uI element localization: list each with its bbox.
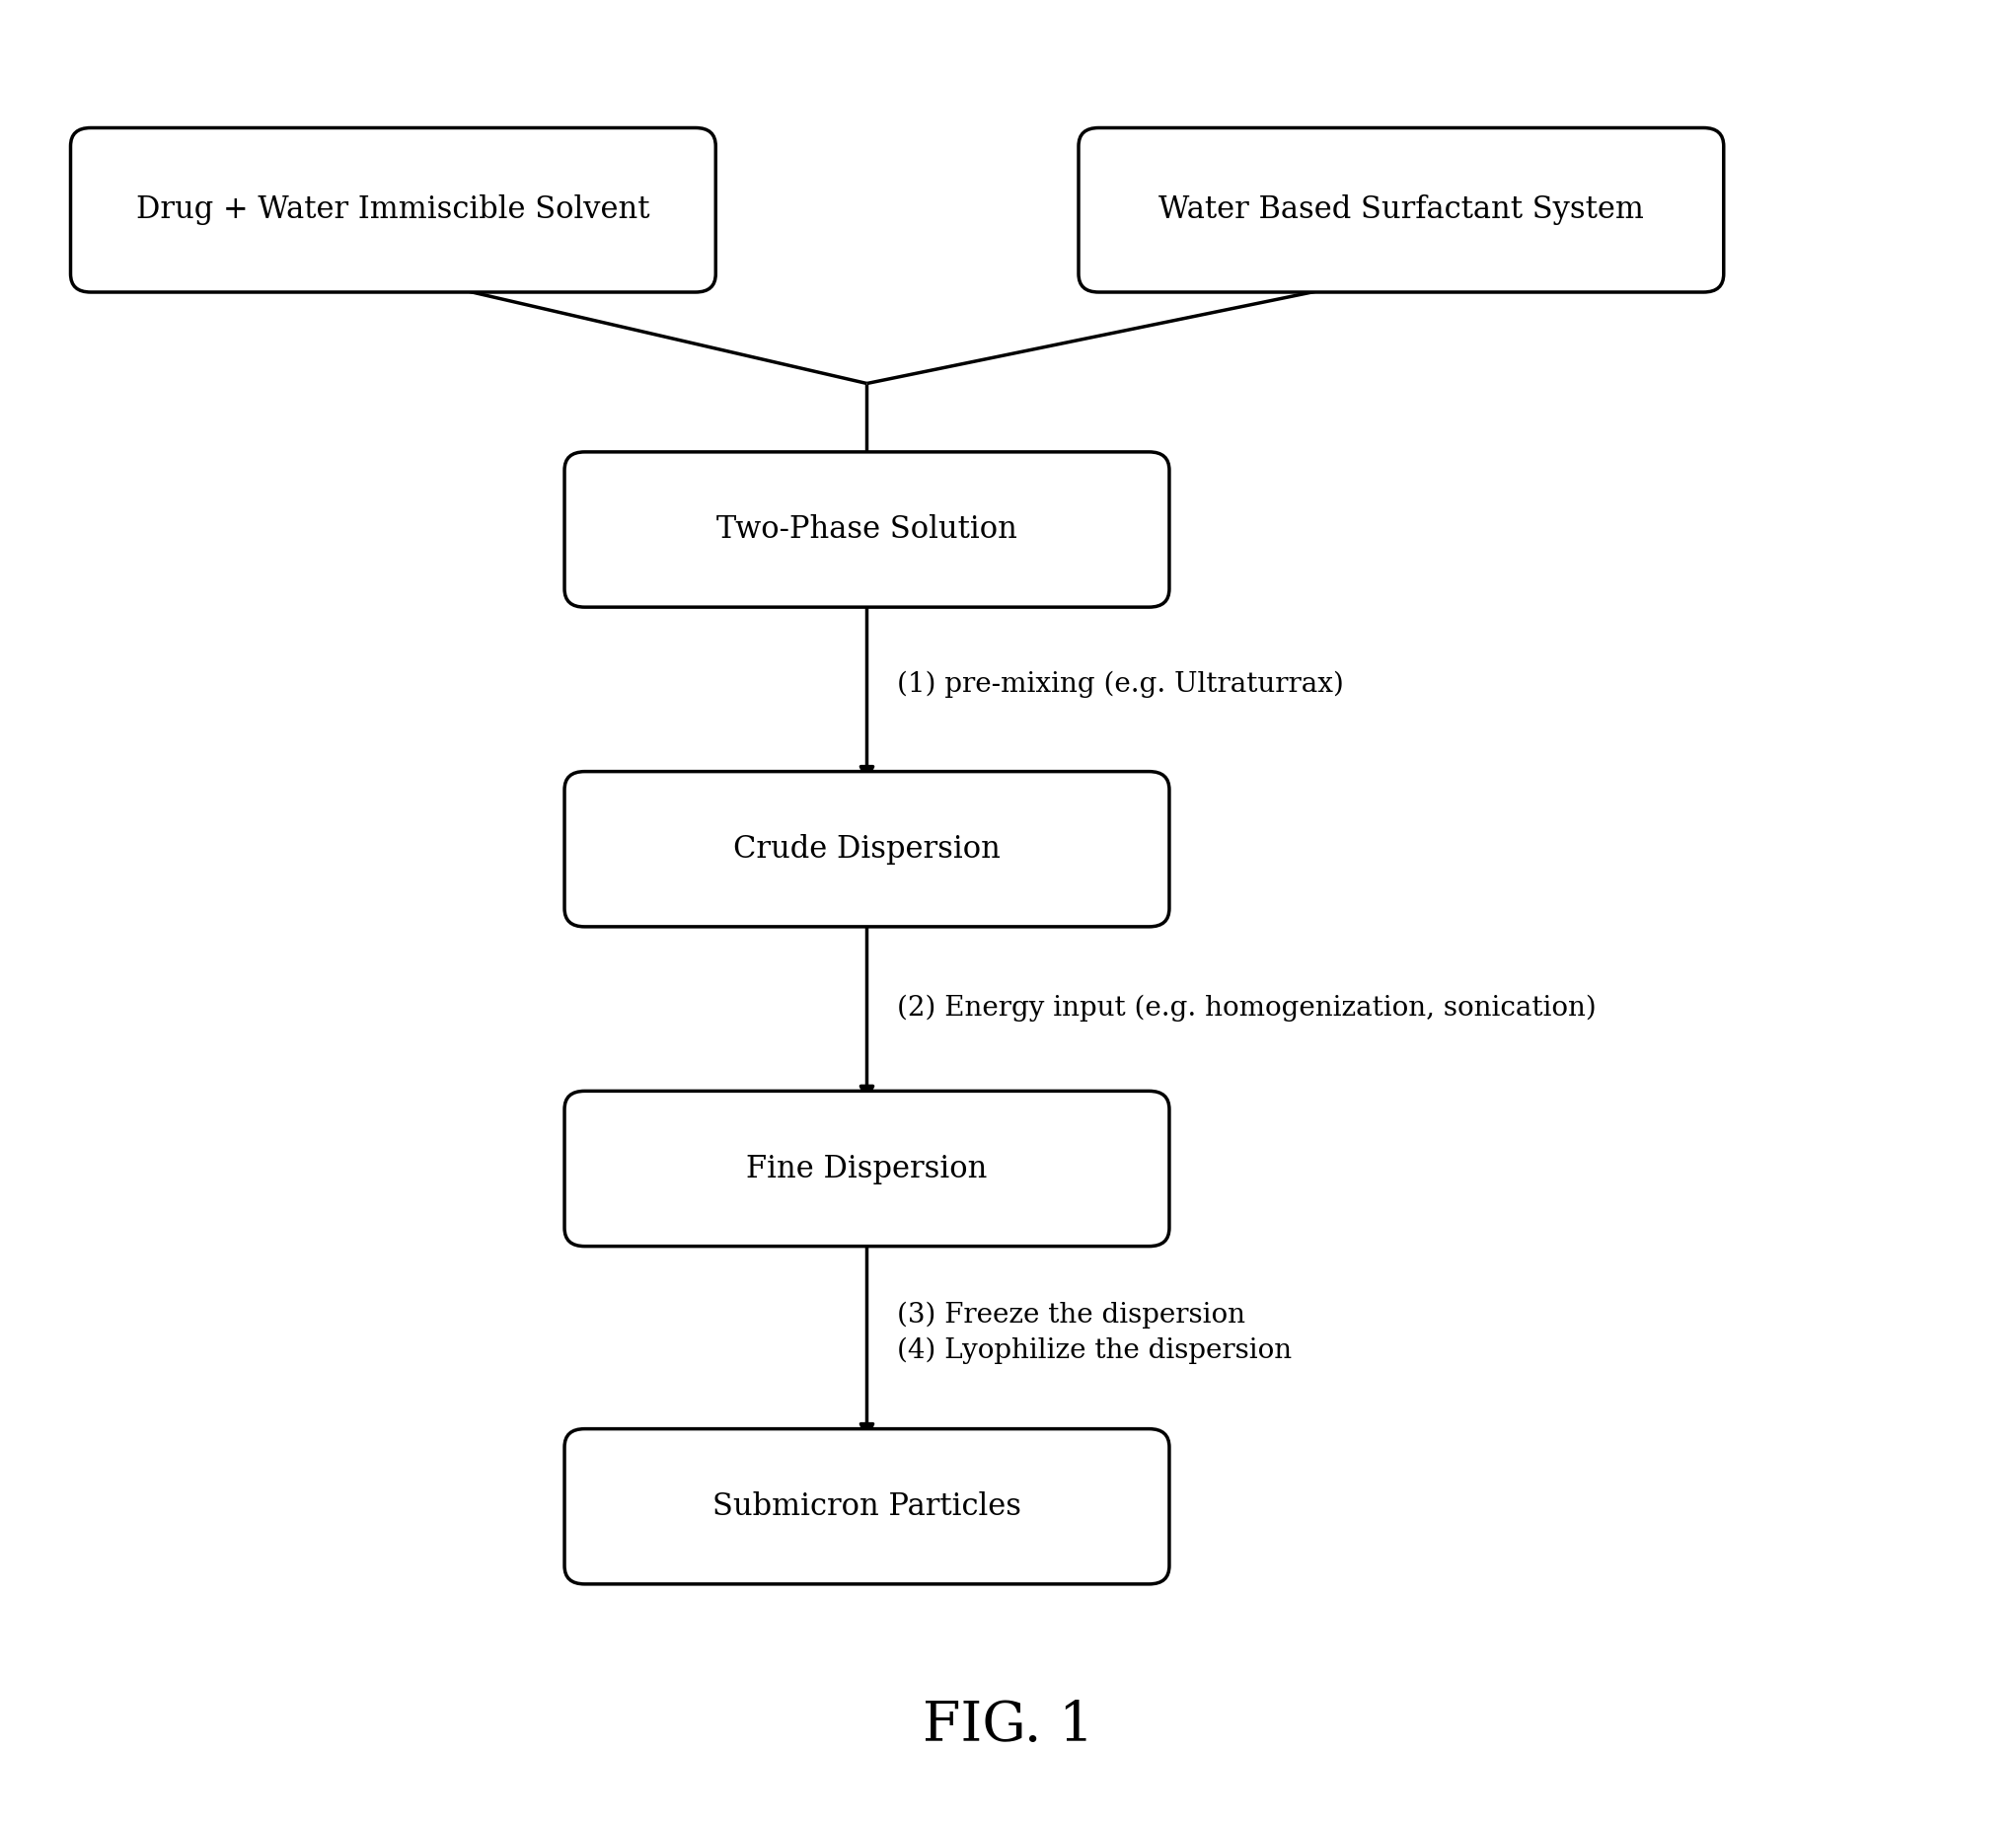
Text: (1) pre-mixing (e.g. Ultraturrax): (1) pre-mixing (e.g. Ultraturrax) bbox=[897, 672, 1345, 698]
Text: Water Based Surfactant System: Water Based Surfactant System bbox=[1159, 195, 1643, 225]
Text: Submicron Particles: Submicron Particles bbox=[712, 1492, 1022, 1521]
Text: Two-Phase Solution: Two-Phase Solution bbox=[716, 515, 1018, 544]
FancyBboxPatch shape bbox=[564, 1428, 1169, 1585]
Text: Fine Dispersion: Fine Dispersion bbox=[746, 1154, 988, 1183]
Text: (3) Freeze the dispersion
(4) Lyophilize the dispersion: (3) Freeze the dispersion (4) Lyophilize… bbox=[897, 1302, 1292, 1364]
Text: (2) Energy input (e.g. homogenization, sonication): (2) Energy input (e.g. homogenization, s… bbox=[897, 995, 1597, 1021]
FancyBboxPatch shape bbox=[1079, 128, 1724, 292]
Text: FIG. 1: FIG. 1 bbox=[923, 1698, 1093, 1753]
FancyBboxPatch shape bbox=[564, 451, 1169, 606]
FancyBboxPatch shape bbox=[71, 128, 716, 292]
FancyBboxPatch shape bbox=[564, 771, 1169, 926]
Text: Crude Dispersion: Crude Dispersion bbox=[734, 834, 1000, 864]
Text: Drug + Water Immiscible Solvent: Drug + Water Immiscible Solvent bbox=[137, 195, 649, 225]
FancyBboxPatch shape bbox=[564, 1090, 1169, 1245]
